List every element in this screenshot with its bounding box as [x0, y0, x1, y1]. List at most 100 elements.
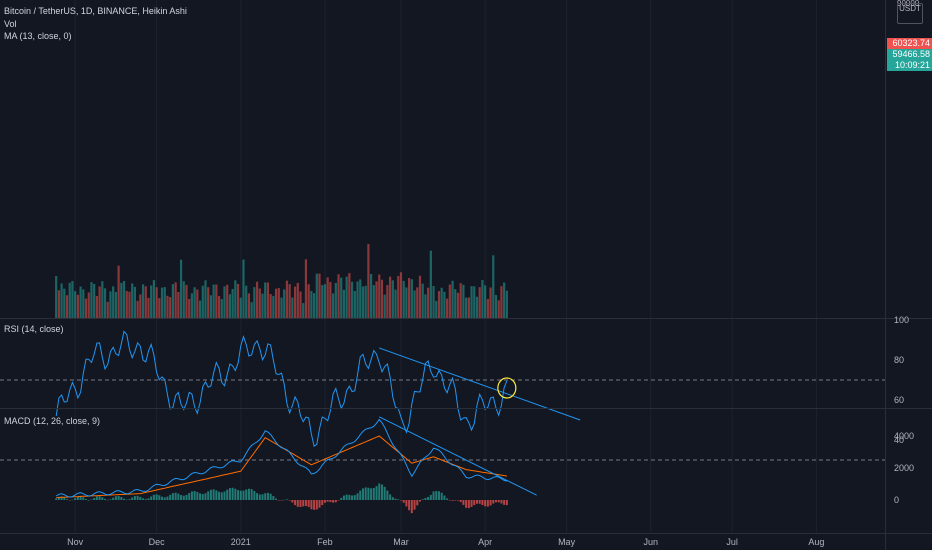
macd-histogram-bar — [437, 491, 440, 500]
volume-bar — [188, 298, 191, 318]
volume-bar — [76, 294, 79, 318]
macd-histogram-bar — [277, 500, 280, 501]
volume-bar — [71, 280, 74, 318]
macd-histogram-bar — [505, 500, 508, 506]
volume-bar — [486, 298, 489, 318]
macd-histogram-bar — [397, 499, 400, 500]
macd-histogram-bar — [391, 497, 394, 500]
volume-bar — [505, 290, 508, 318]
volume-bar — [215, 284, 218, 318]
macd-line — [55, 418, 508, 498]
macd-histogram-bar — [380, 484, 383, 500]
volume-bar — [497, 300, 500, 318]
macd-histogram-bar — [131, 497, 134, 500]
volume-bar — [144, 286, 147, 318]
volume-bar — [245, 285, 248, 318]
volume-bar — [375, 281, 378, 318]
macd-histogram-bar — [207, 491, 210, 500]
currency-button[interactable]: USDT — [897, 3, 923, 24]
macd-histogram-bar — [337, 500, 340, 501]
volume-bar — [288, 284, 291, 318]
rsi-legend[interactable]: RSI (14, close) — [4, 324, 64, 334]
macd-histogram-bar — [71, 499, 74, 501]
macd-histogram-bar — [291, 500, 294, 503]
volume-bar — [416, 287, 419, 318]
rsi-tick-label: 60 — [894, 395, 904, 405]
volume-bar — [60, 283, 63, 318]
volume-bar — [258, 288, 261, 318]
volume-bar — [331, 293, 335, 318]
macd-histogram-bar — [302, 500, 305, 507]
macd-histogram-bar — [456, 500, 459, 501]
time-axis-label: 2021 — [231, 537, 251, 547]
macd-histogram-bar — [60, 496, 63, 500]
countdown-tag: 10:09:21 — [887, 60, 932, 71]
volume-bar — [470, 286, 473, 318]
volume-bar — [55, 276, 58, 318]
volume-bar — [196, 289, 199, 318]
macd-histogram-bar — [413, 500, 416, 510]
volume-bar — [443, 291, 446, 318]
macd-histogram-bar — [386, 490, 389, 500]
vol-legend[interactable]: Vol — [4, 19, 17, 29]
macd-histogram-bar — [440, 492, 443, 500]
macd-histogram-bar — [351, 495, 354, 500]
macd-histogram-bar — [174, 492, 177, 500]
macd-histogram-bar — [196, 491, 199, 500]
macd-histogram-bar — [489, 500, 492, 506]
volume-bar — [212, 284, 215, 318]
time-axis-label: Jul — [726, 537, 738, 547]
time-axis-label: Aug — [808, 537, 824, 547]
volume-bar — [98, 286, 101, 318]
macd-histogram-bar — [410, 500, 413, 514]
macd-histogram-bar — [155, 494, 158, 500]
macd-histogram-bar — [310, 500, 313, 510]
volume-bar — [342, 289, 346, 318]
volume-bar — [481, 280, 484, 318]
macd-histogram-bar — [475, 500, 478, 504]
macd-histogram-bar — [359, 490, 362, 500]
volume-bar — [356, 281, 359, 318]
macd-histogram-bar — [201, 494, 204, 500]
rsi-pane[interactable] — [0, 330, 885, 461]
macd-histogram-bar — [204, 493, 207, 500]
rsi-trendline — [379, 347, 581, 421]
volume-bar — [95, 295, 98, 318]
macd-histogram-bar — [125, 499, 128, 501]
macd-histogram-bar — [261, 494, 264, 500]
volume-bar — [340, 277, 343, 318]
macd-histogram-bar — [182, 495, 185, 500]
macd-signal-line — [56, 435, 507, 499]
macd-histogram-bar — [144, 499, 147, 500]
volume-bar — [150, 285, 153, 318]
volume-bar — [334, 282, 337, 318]
volume-bar — [500, 286, 503, 318]
time-axis-label: Jun — [643, 537, 658, 547]
ma-legend[interactable]: MA (13, close, 0) — [4, 31, 72, 41]
macd-histogram-bar — [199, 493, 202, 500]
macd-histogram-bar — [473, 500, 476, 506]
volume-bar — [274, 288, 278, 318]
symbol-legend[interactable]: Bitcoin / TetherUS, 1D, BINANCE, Heikin … — [4, 6, 187, 16]
volume-bar — [424, 294, 427, 318]
macd-histogram-bar — [123, 498, 126, 500]
volume-bar — [326, 277, 329, 318]
volume-bar — [125, 290, 128, 318]
volume-bar — [293, 286, 297, 318]
volume-bar — [307, 284, 310, 318]
volume-bar — [74, 291, 77, 318]
time-axis-label: Nov — [67, 537, 84, 547]
macd-histogram-bar — [215, 490, 218, 500]
macd-histogram-bar — [361, 488, 364, 500]
volume-bar — [272, 295, 275, 318]
volume-bar — [261, 293, 264, 318]
volume-bar — [413, 290, 416, 318]
macd-pane[interactable] — [55, 416, 537, 514]
volume-bar — [277, 288, 280, 318]
macd-trendline — [379, 416, 537, 496]
macd-legend[interactable]: MACD (12, 26, close, 9) — [4, 416, 101, 426]
volume-bar — [131, 283, 134, 318]
volume-bar — [451, 280, 454, 318]
volume-bar — [437, 291, 441, 318]
